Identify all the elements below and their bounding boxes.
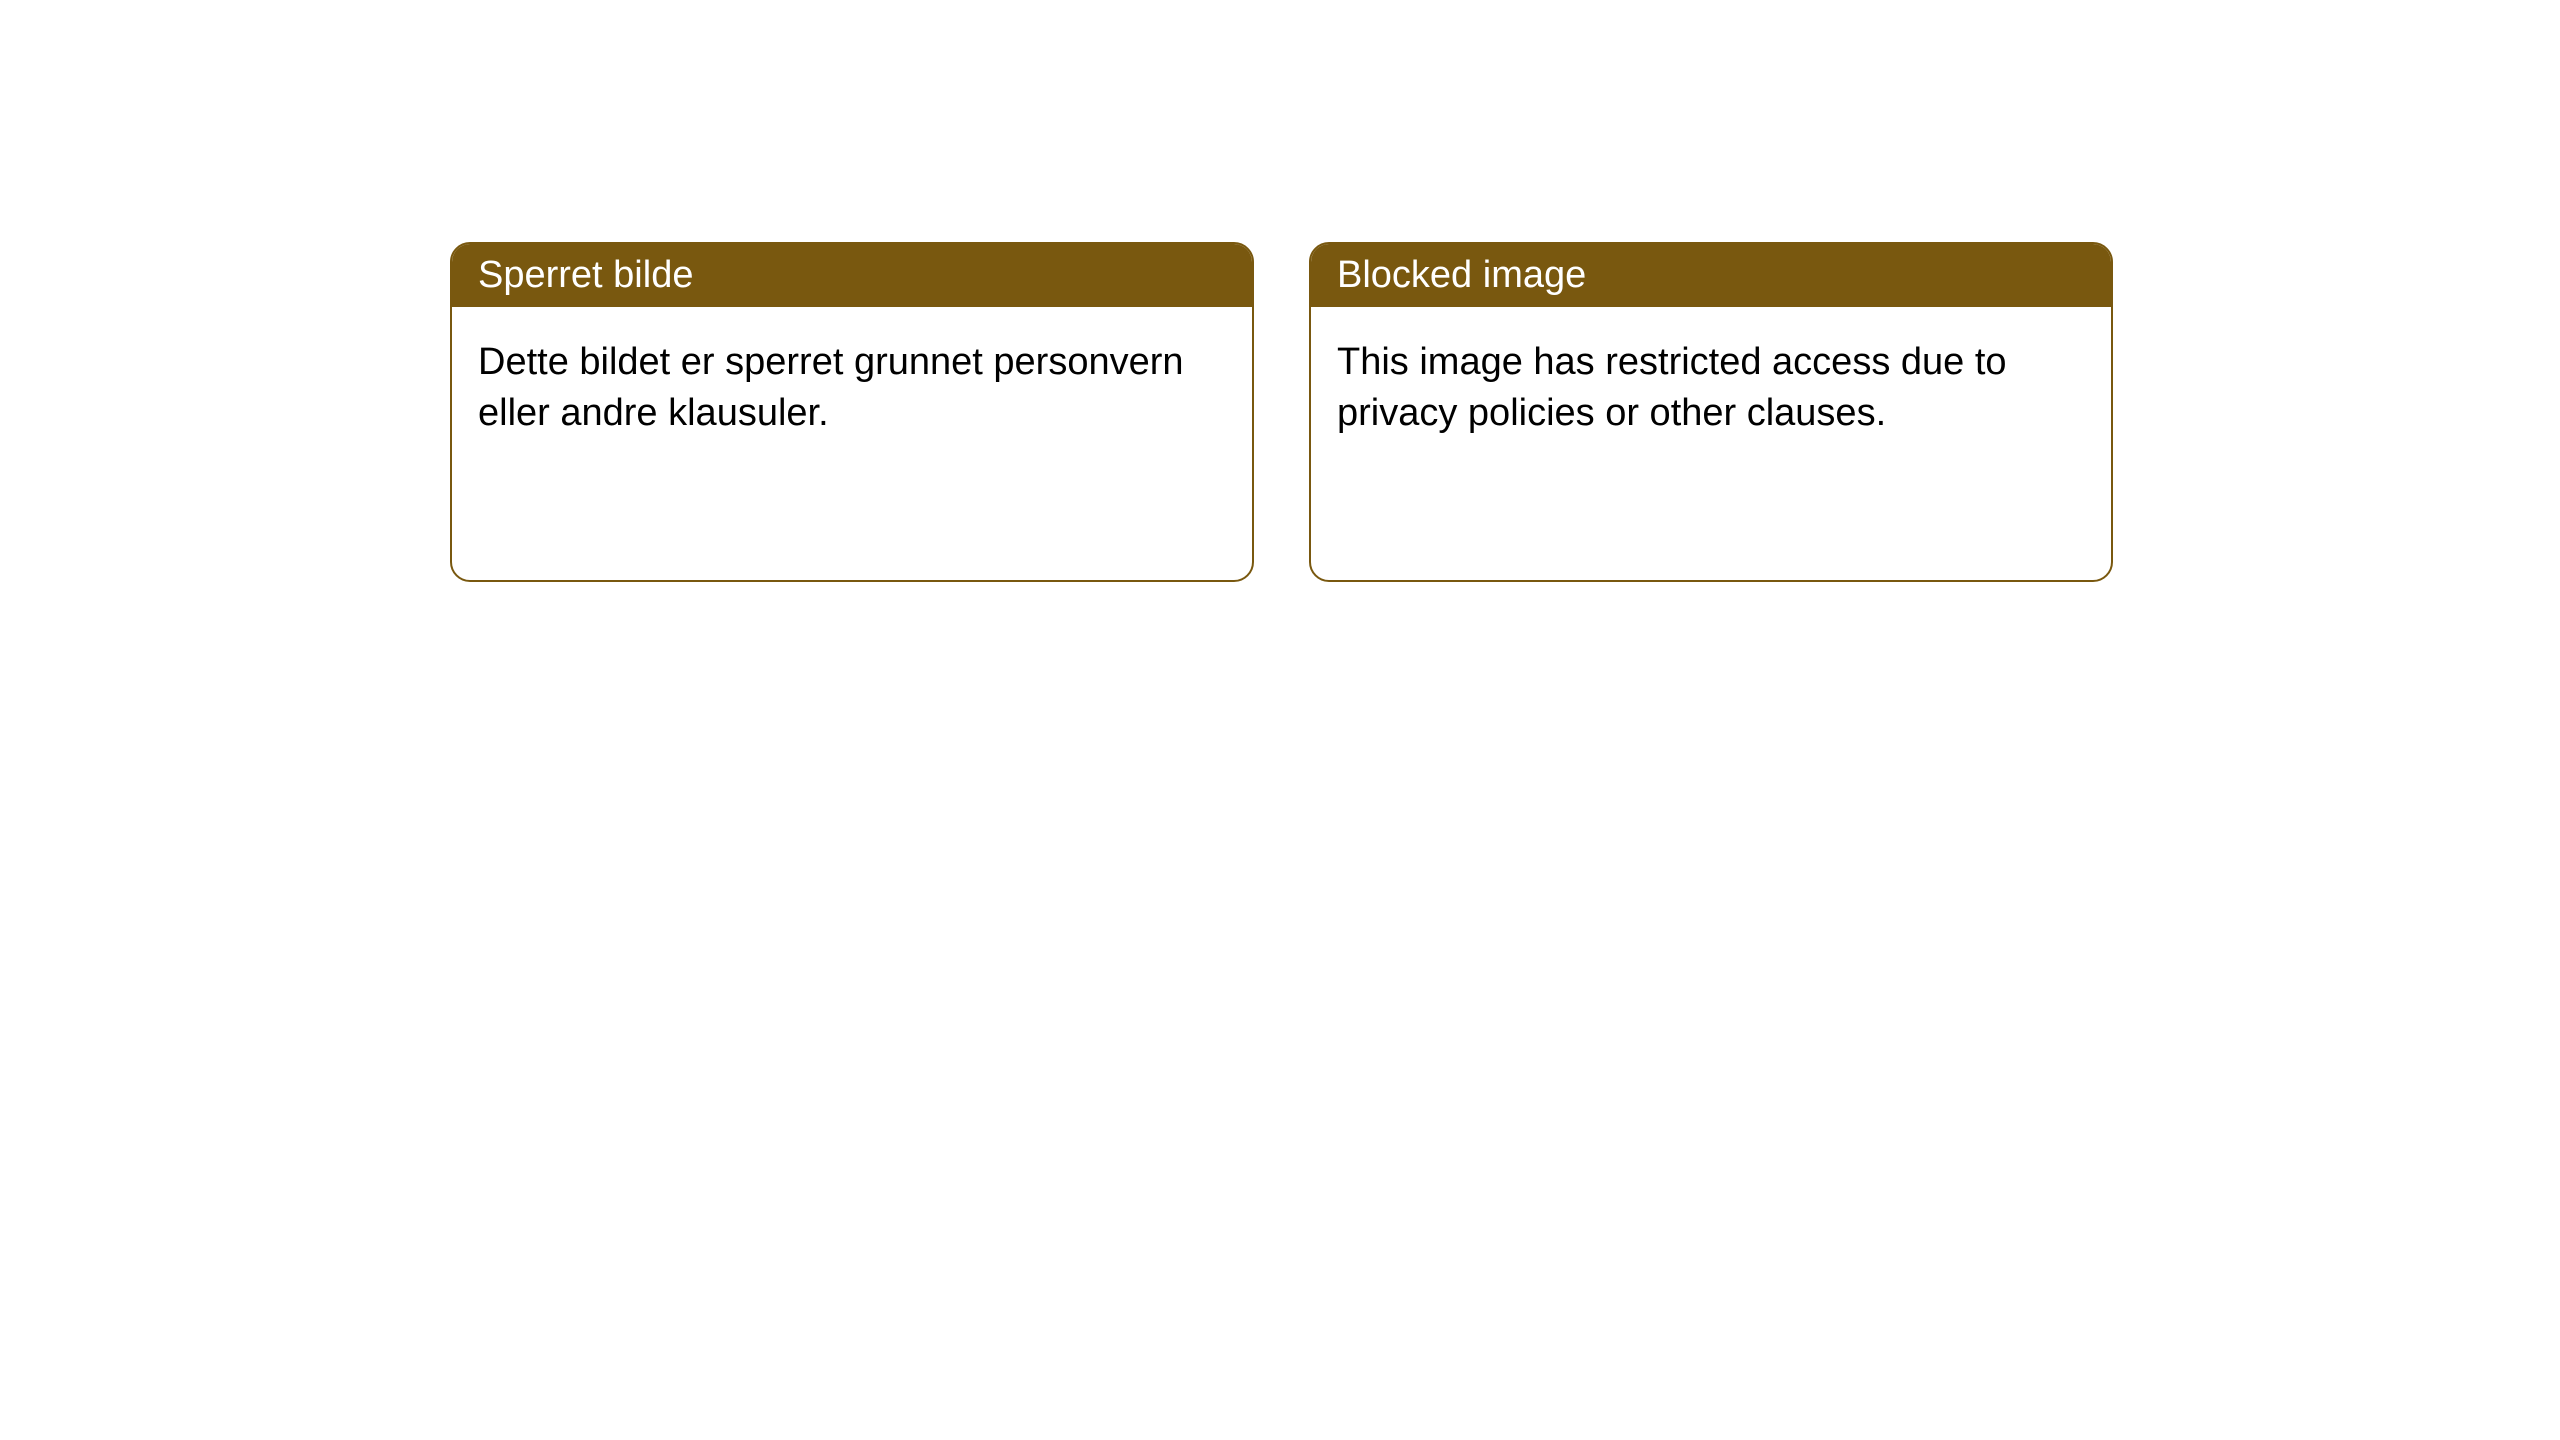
notice-body: Dette bildet er sperret grunnet personve… [452, 307, 1252, 470]
notice-body: This image has restricted access due to … [1311, 307, 2111, 470]
notice-body-text: This image has restricted access due to … [1337, 341, 2007, 434]
notice-title: Blocked image [1337, 254, 1586, 296]
notice-header: Blocked image [1311, 244, 2111, 307]
notice-card-english: Blocked image This image has restricted … [1309, 242, 2113, 582]
notice-header: Sperret bilde [452, 244, 1252, 307]
notice-title: Sperret bilde [478, 254, 693, 296]
notice-card-norwegian: Sperret bilde Dette bildet er sperret gr… [450, 242, 1254, 582]
notice-container: Sperret bilde Dette bildet er sperret gr… [450, 242, 2113, 582]
notice-body-text: Dette bildet er sperret grunnet personve… [478, 341, 1184, 434]
